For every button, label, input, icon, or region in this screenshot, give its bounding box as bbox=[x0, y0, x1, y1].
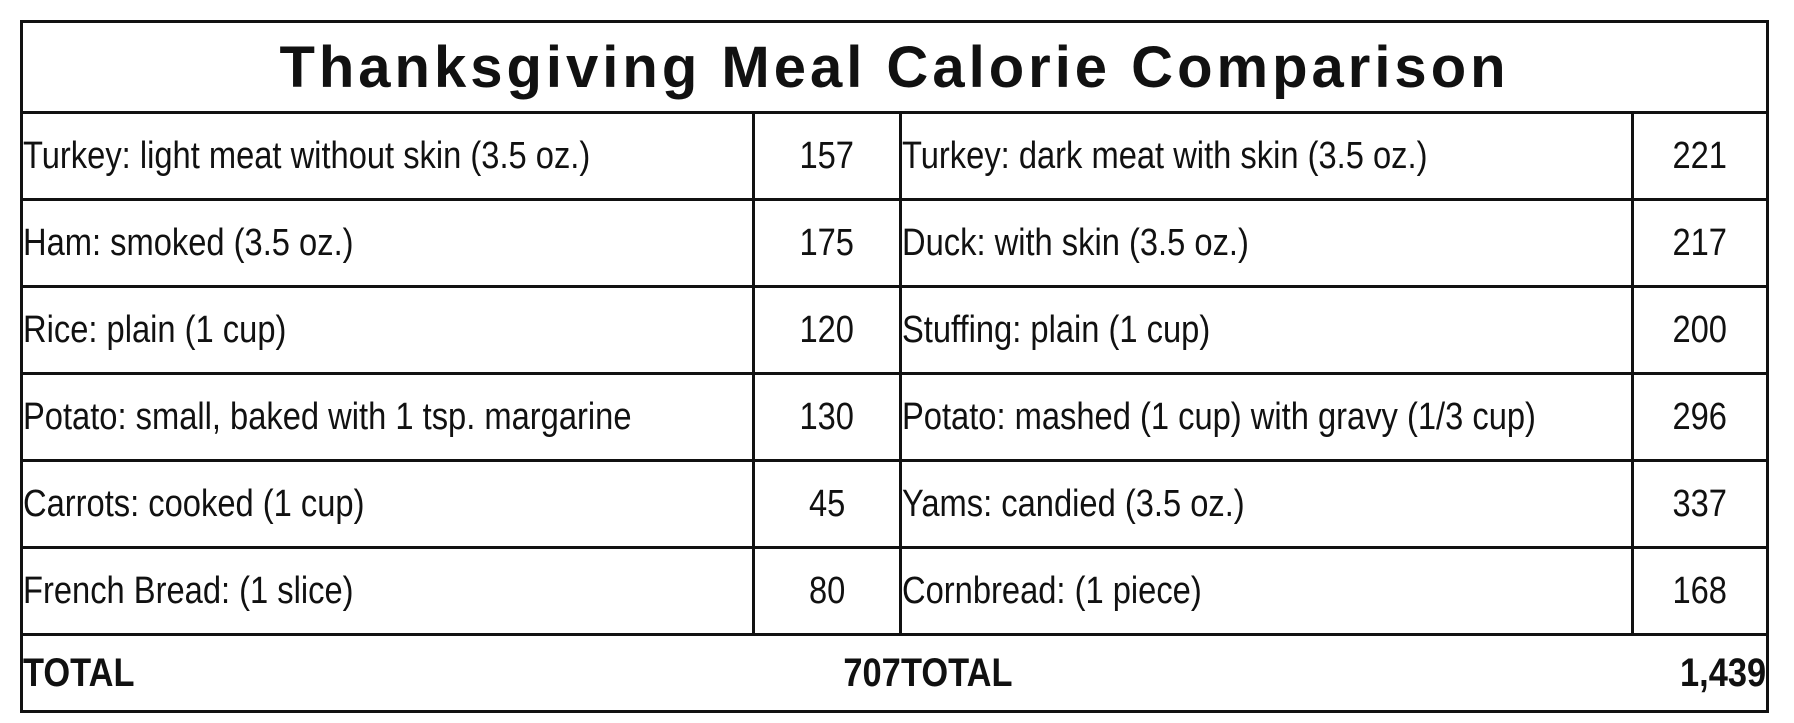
left-calories-value: 157 bbox=[799, 134, 855, 177]
right-item-cell: Turkey: dark meat with skin (3.5 oz.) bbox=[900, 112, 1634, 201]
right-item-label: Yams: candied (3.5 oz.) bbox=[902, 482, 1245, 525]
right-calories-cell: 337 bbox=[1632, 460, 1768, 549]
right-item-label: Cornbread: (1 piece) bbox=[902, 569, 1202, 612]
left-item-cell: Potato: small, baked with 1 tsp. margari… bbox=[21, 373, 755, 462]
title-row: Thanksgiving Meal Calorie Comparison bbox=[21, 21, 1768, 114]
right-item-label: Potato: mashed (1 cup) with gravy (1/3 c… bbox=[902, 395, 1536, 438]
left-item-cell: French Bread: (1 slice) bbox=[21, 547, 755, 636]
right-calories-value: 168 bbox=[1672, 569, 1728, 612]
table-title: Thanksgiving Meal Calorie Comparison bbox=[21, 21, 1768, 114]
right-item-cell: Cornbread: (1 piece) bbox=[900, 547, 1634, 636]
left-calories-value: 45 bbox=[808, 482, 846, 525]
left-item-label: French Bread: (1 slice) bbox=[23, 569, 354, 612]
left-total-value: 707 bbox=[843, 650, 901, 695]
left-item-label: Rice: plain (1 cup) bbox=[23, 308, 287, 351]
right-item-cell: Yams: candied (3.5 oz.) bbox=[900, 460, 1634, 549]
calorie-comparison-table: Thanksgiving Meal Calorie Comparison Tur… bbox=[20, 20, 1769, 713]
left-calories-cell: 157 bbox=[753, 112, 902, 201]
table-row: Turkey: light meat without skin (3.5 oz.… bbox=[21, 112, 1768, 201]
left-calories-cell: 80 bbox=[753, 547, 902, 636]
right-item-label: Duck: with skin (3.5 oz.) bbox=[902, 221, 1249, 264]
table-row: Rice: plain (1 cup) 120 Stuffing: plain … bbox=[21, 286, 1768, 375]
left-calories-value: 130 bbox=[799, 395, 855, 438]
table-row: Ham: smoked (3.5 oz.) 175 Duck: with ski… bbox=[21, 199, 1768, 288]
left-item-cell: Ham: smoked (3.5 oz.) bbox=[21, 199, 755, 288]
right-total-value-cell: 1,439 bbox=[1633, 635, 1768, 712]
left-calories-cell: 120 bbox=[753, 286, 902, 375]
right-item-label: Turkey: dark meat with skin (3.5 oz.) bbox=[902, 134, 1428, 177]
right-calories-cell: 200 bbox=[1632, 286, 1768, 375]
right-calories-value: 337 bbox=[1672, 482, 1728, 525]
table-row: Potato: small, baked with 1 tsp. margari… bbox=[21, 373, 1768, 462]
left-calories-cell: 45 bbox=[753, 460, 902, 549]
left-calories-cell: 175 bbox=[753, 199, 902, 288]
total-row: TOTAL 707 TOTAL 1,439 bbox=[22, 635, 1768, 712]
left-item-label: Potato: small, baked with 1 tsp. margari… bbox=[23, 395, 632, 438]
right-calories-value: 221 bbox=[1672, 134, 1728, 177]
right-item-cell: Potato: mashed (1 cup) with gravy (1/3 c… bbox=[900, 373, 1634, 462]
left-total-value-cell: 707 bbox=[754, 635, 901, 712]
right-calories-cell: 296 bbox=[1632, 373, 1768, 462]
left-item-label: Carrots: cooked (1 cup) bbox=[23, 482, 365, 525]
left-item-cell: Carrots: cooked (1 cup) bbox=[21, 460, 755, 549]
right-total-label: TOTAL bbox=[900, 650, 1012, 695]
right-calories-cell: 168 bbox=[1632, 547, 1768, 636]
right-calories-value: 217 bbox=[1672, 221, 1728, 264]
left-calories-cell: 130 bbox=[753, 373, 902, 462]
left-calories-value: 175 bbox=[799, 221, 855, 264]
right-item-label: Stuffing: plain (1 cup) bbox=[902, 308, 1211, 351]
right-item-cell: Duck: with skin (3.5 oz.) bbox=[900, 199, 1634, 288]
left-total-cell: TOTAL bbox=[22, 635, 754, 712]
right-total-value: 1,439 bbox=[1679, 650, 1766, 695]
left-item-cell: Turkey: light meat without skin (3.5 oz.… bbox=[21, 112, 755, 201]
right-item-cell: Stuffing: plain (1 cup) bbox=[900, 286, 1634, 375]
right-total-cell: TOTAL bbox=[901, 635, 1633, 712]
left-calories-value: 80 bbox=[808, 569, 846, 612]
left-calories-value: 120 bbox=[799, 308, 855, 351]
table-row: Carrots: cooked (1 cup) 45 Yams: candied… bbox=[21, 460, 1768, 549]
table-row: French Bread: (1 slice) 80 Cornbread: (1… bbox=[21, 547, 1768, 636]
right-calories-value: 296 bbox=[1672, 395, 1728, 438]
left-item-cell: Rice: plain (1 cup) bbox=[21, 286, 755, 375]
left-item-label: Turkey: light meat without skin (3.5 oz.… bbox=[23, 134, 591, 177]
right-calories-cell: 221 bbox=[1632, 112, 1768, 201]
right-calories-value: 200 bbox=[1672, 308, 1728, 351]
left-total-label: TOTAL bbox=[23, 650, 135, 695]
left-item-label: Ham: smoked (3.5 oz.) bbox=[23, 221, 354, 264]
right-calories-cell: 217 bbox=[1632, 199, 1768, 288]
